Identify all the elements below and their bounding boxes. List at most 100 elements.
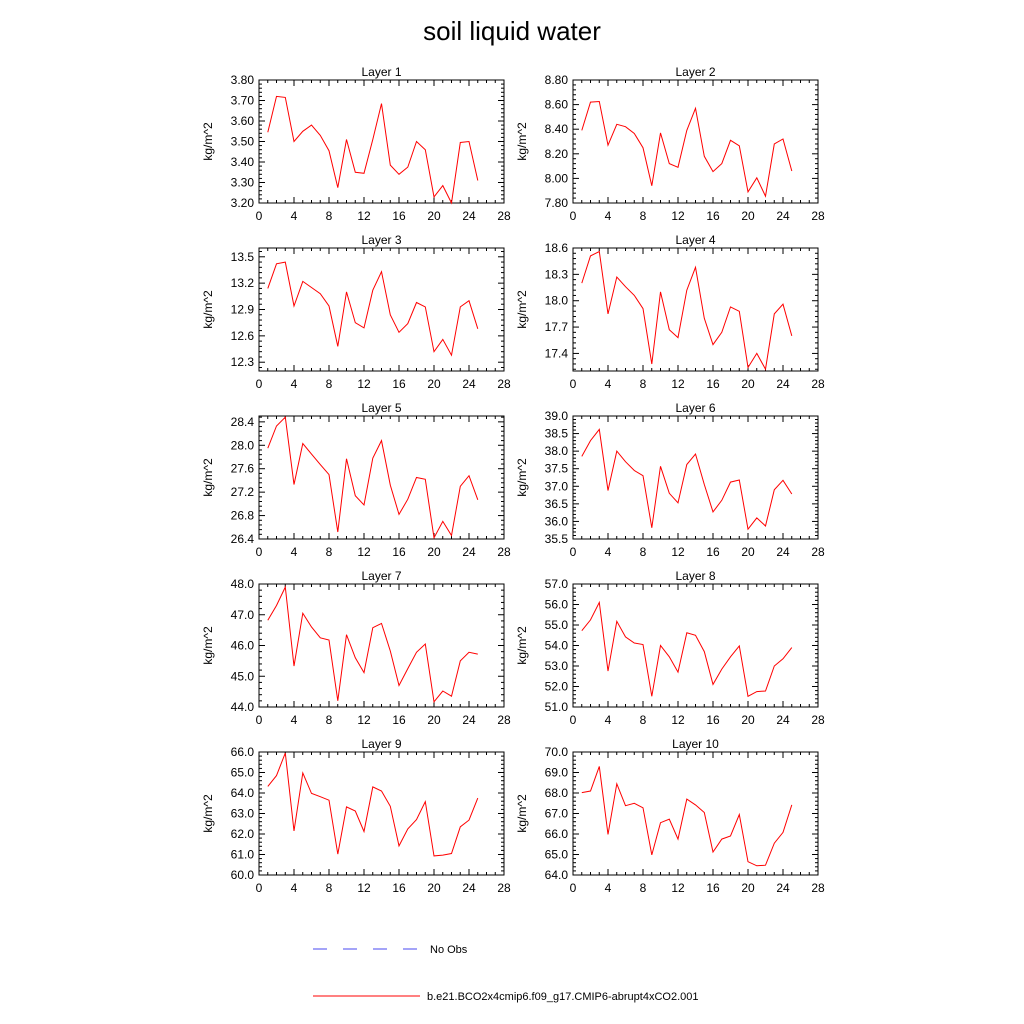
panel-layer-3: Layer 3 kg/m^2 0 4 8 12 16 20 24 28 12.3 12.6 12.9 13… bbox=[201, 233, 511, 391]
y-tick-label: 63.0 bbox=[231, 807, 255, 821]
x-tick-label: 4 bbox=[291, 881, 298, 895]
y-tick-label: 3.50 bbox=[231, 135, 255, 149]
y-tick-label: 69.0 bbox=[545, 766, 569, 780]
x-tick-label: 4 bbox=[605, 209, 612, 223]
y-tick-label: 3.70 bbox=[231, 94, 255, 108]
y-tick-label: 47.0 bbox=[231, 608, 255, 622]
y-tick-label: 36.5 bbox=[545, 497, 569, 511]
y-tick-label: 56.0 bbox=[545, 598, 569, 612]
x-tick-label: 8 bbox=[640, 377, 647, 391]
y-axis-label: kg/m^2 bbox=[515, 794, 529, 833]
x-tick-label: 12 bbox=[357, 209, 371, 223]
panel-title: Layer 3 bbox=[361, 233, 401, 247]
x-tick-label: 16 bbox=[392, 881, 406, 895]
y-tick-label: 7.80 bbox=[545, 196, 569, 210]
y-tick-label: 38.5 bbox=[545, 427, 569, 441]
x-tick-label: 20 bbox=[741, 545, 755, 559]
x-tick-label: 0 bbox=[570, 881, 577, 895]
y-tick-label: 62.0 bbox=[231, 827, 255, 841]
x-tick-label: 8 bbox=[640, 545, 647, 559]
legend-label-model-run: b.e21.BCO2x4cmip6.f09_g17.CMIP6-abrupt4x… bbox=[427, 991, 699, 1003]
series-line-b-e21-bco2x4cmip6-f09-g17-cmip6-abrupt4xco2-001 bbox=[581, 428, 793, 531]
x-tick-label: 8 bbox=[326, 209, 333, 223]
panel-title: Layer 5 bbox=[361, 401, 401, 415]
y-axis-label: kg/m^2 bbox=[515, 458, 529, 497]
series-line-b-e21-bco2x4cmip6-f09-g17-cmip6-abrupt4xco2-001 bbox=[267, 585, 478, 703]
x-tick-label: 24 bbox=[776, 713, 790, 727]
panel-layer-1: Layer 1 kg/m^2 0 4 8 12 16 20 24 28 3.20 3.30 3.40 3.… bbox=[201, 65, 511, 223]
series-line-b-e21-bco2x4cmip6-f09-g17-cmip6-abrupt4xco2-001 bbox=[581, 600, 793, 698]
y-tick-label: 26.8 bbox=[231, 509, 255, 523]
y-tick-label: 52.0 bbox=[545, 680, 569, 694]
x-tick-label: 16 bbox=[706, 377, 720, 391]
x-tick-label: 20 bbox=[427, 209, 441, 223]
y-tick-label: 70.0 bbox=[545, 745, 569, 759]
panel-title: Layer 9 bbox=[361, 737, 401, 751]
panel-layer-8: Layer 8 kg/m^2 0 4 8 12 16 20 24 28 51.0 52.0 53.0 54… bbox=[515, 569, 825, 727]
x-tick-label: 16 bbox=[706, 713, 720, 727]
x-tick-label: 0 bbox=[256, 881, 263, 895]
x-tick-label: 12 bbox=[357, 377, 371, 391]
plot-frame bbox=[572, 751, 819, 876]
y-tick-label: 12.9 bbox=[231, 303, 255, 317]
y-axis-label: kg/m^2 bbox=[515, 122, 529, 161]
x-tick-label: 24 bbox=[462, 881, 476, 895]
y-tick-label: 27.6 bbox=[231, 462, 255, 476]
plot-frame bbox=[572, 583, 819, 708]
x-tick-label: 4 bbox=[291, 713, 298, 727]
x-tick-label: 24 bbox=[462, 209, 476, 223]
x-tick-label: 4 bbox=[605, 545, 612, 559]
x-tick-label: 12 bbox=[671, 209, 685, 223]
x-tick-label: 0 bbox=[256, 545, 263, 559]
plot-frame bbox=[258, 751, 505, 876]
y-tick-label: 39.0 bbox=[545, 409, 569, 423]
panel-layer-10: Layer 10 kg/m^2 0 4 8 12 16 20 24 28 64.0 65.0 66.0 6… bbox=[515, 737, 825, 895]
y-tick-label: 67.0 bbox=[545, 807, 569, 821]
panel-grid: Layer 1 kg/m^2 0 4 8 12 16 20 24 28 3.20 3.30 3.40 3.… bbox=[201, 65, 825, 895]
x-tick-label: 0 bbox=[570, 545, 577, 559]
y-tick-label: 26.4 bbox=[231, 532, 255, 546]
x-tick-label: 28 bbox=[497, 713, 511, 727]
x-tick-label: 0 bbox=[256, 713, 263, 727]
x-tick-label: 20 bbox=[741, 377, 755, 391]
x-tick-label: 4 bbox=[291, 545, 298, 559]
y-tick-label: 51.0 bbox=[545, 700, 569, 714]
series-line-b-e21-bco2x4cmip6-f09-g17-cmip6-abrupt4xco2-001 bbox=[581, 766, 793, 867]
y-tick-label: 13.2 bbox=[231, 276, 255, 290]
x-tick-label: 16 bbox=[706, 881, 720, 895]
x-tick-label: 28 bbox=[497, 881, 511, 895]
y-tick-label: 36.0 bbox=[545, 514, 569, 528]
y-tick-label: 3.60 bbox=[231, 114, 255, 128]
y-tick-label: 48.0 bbox=[231, 577, 255, 591]
y-axis-label: kg/m^2 bbox=[515, 626, 529, 665]
y-tick-label: 17.4 bbox=[545, 346, 569, 360]
panel-title: Layer 4 bbox=[675, 233, 715, 247]
x-tick-label: 20 bbox=[427, 713, 441, 727]
x-tick-label: 12 bbox=[671, 377, 685, 391]
y-tick-label: 66.0 bbox=[545, 827, 569, 841]
x-tick-label: 8 bbox=[640, 713, 647, 727]
x-tick-label: 28 bbox=[811, 545, 825, 559]
y-tick-label: 60.0 bbox=[231, 868, 255, 882]
figure-title: soil liquid water bbox=[423, 16, 601, 46]
y-tick-label: 45.0 bbox=[231, 669, 255, 683]
panel-layer-2: Layer 2 kg/m^2 0 4 8 12 16 20 24 28 7.80 8.00 8.20 8.… bbox=[515, 65, 825, 223]
y-tick-label: 65.0 bbox=[231, 766, 255, 780]
y-axis-label: kg/m^2 bbox=[515, 290, 529, 329]
y-tick-label: 38.0 bbox=[545, 444, 569, 458]
y-tick-label: 54.0 bbox=[545, 639, 569, 653]
x-tick-label: 24 bbox=[462, 377, 476, 391]
x-tick-label: 24 bbox=[776, 377, 790, 391]
x-tick-label: 24 bbox=[776, 545, 790, 559]
y-axis-label: kg/m^2 bbox=[201, 626, 215, 665]
x-tick-label: 0 bbox=[570, 713, 577, 727]
x-tick-label: 28 bbox=[811, 881, 825, 895]
x-tick-label: 28 bbox=[811, 713, 825, 727]
y-tick-label: 57.0 bbox=[545, 577, 569, 591]
x-tick-label: 20 bbox=[427, 377, 441, 391]
x-tick-label: 8 bbox=[640, 881, 647, 895]
y-tick-label: 61.0 bbox=[231, 848, 255, 862]
x-tick-label: 0 bbox=[570, 209, 577, 223]
panel-title: Layer 8 bbox=[675, 569, 715, 583]
x-tick-label: 4 bbox=[291, 377, 298, 391]
